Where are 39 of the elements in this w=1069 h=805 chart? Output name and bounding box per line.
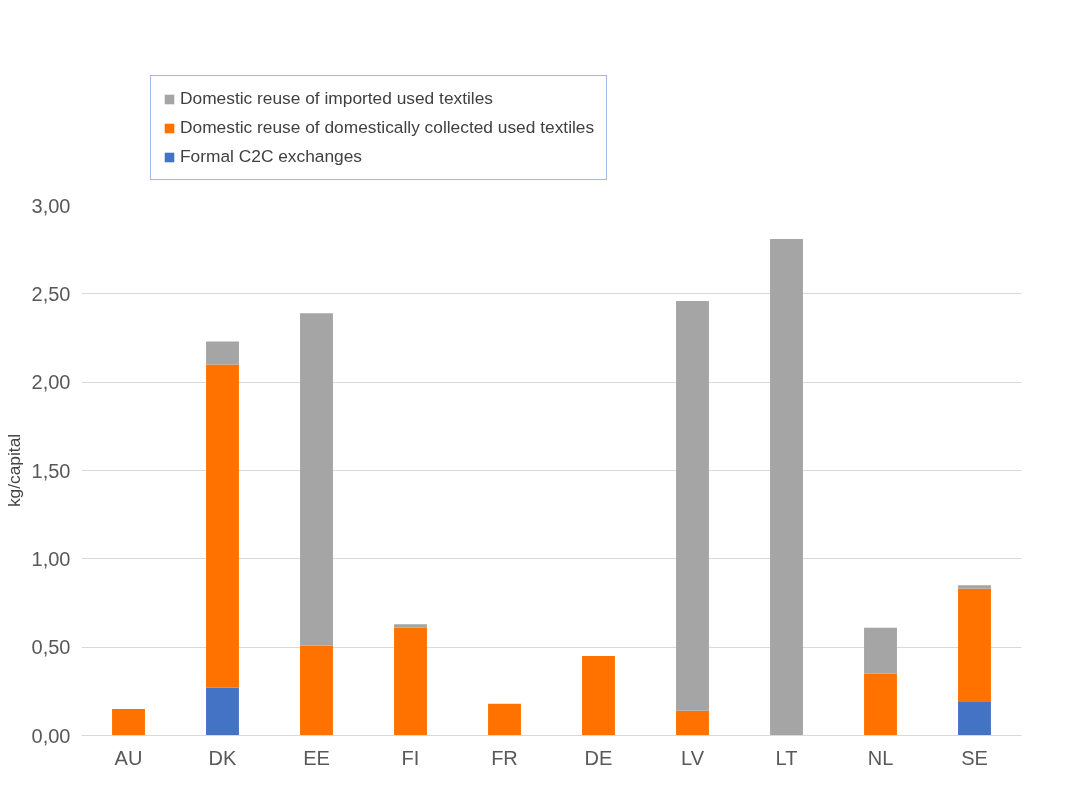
bar bbox=[958, 588, 991, 702]
bar bbox=[300, 645, 333, 736]
bar bbox=[958, 585, 991, 589]
x-tick-label: NL bbox=[867, 746, 894, 769]
x-tick-label: LT bbox=[775, 746, 798, 769]
x-tick-label: DK bbox=[208, 746, 238, 769]
x-tick-label: LV bbox=[681, 746, 705, 769]
y-tick-label: 3,00 bbox=[31, 194, 71, 217]
x-tick-label: DE bbox=[584, 746, 613, 769]
x-tick-label: EE bbox=[303, 746, 330, 769]
bar bbox=[676, 710, 709, 736]
bar bbox=[394, 624, 427, 628]
bar bbox=[112, 709, 145, 736]
bar bbox=[206, 364, 239, 688]
legend-label: Formal C2C exchanges bbox=[180, 146, 363, 167]
x-tick-label: FR bbox=[491, 746, 518, 769]
y-tick-label: 2,00 bbox=[31, 371, 71, 394]
x-tick-label: SE bbox=[961, 746, 988, 769]
y-tick-label: 0,00 bbox=[31, 724, 71, 747]
bar bbox=[864, 627, 897, 674]
bar bbox=[676, 300, 709, 711]
y-tick-label: 1,50 bbox=[31, 459, 71, 482]
y-tick-label: 0,50 bbox=[31, 636, 71, 659]
bar bbox=[300, 313, 333, 646]
legend-label: Domestic reuse of imported used textiles bbox=[180, 88, 494, 109]
bar bbox=[582, 656, 615, 736]
x-tick-label: FI bbox=[401, 746, 420, 769]
bar bbox=[206, 687, 239, 736]
y-tick-label: 1,00 bbox=[31, 547, 71, 570]
bar bbox=[864, 673, 897, 736]
legend-label: Domestic reuse of domestically collected used textiles bbox=[180, 117, 595, 138]
bar bbox=[206, 341, 239, 365]
bar bbox=[394, 627, 427, 736]
y-axis-title: kg/capital bbox=[3, 433, 24, 508]
bar bbox=[488, 703, 521, 736]
y-tick-label: 2,50 bbox=[31, 282, 71, 305]
bar bbox=[770, 239, 803, 736]
bar bbox=[958, 701, 991, 736]
x-tick-label: AU bbox=[114, 746, 143, 769]
